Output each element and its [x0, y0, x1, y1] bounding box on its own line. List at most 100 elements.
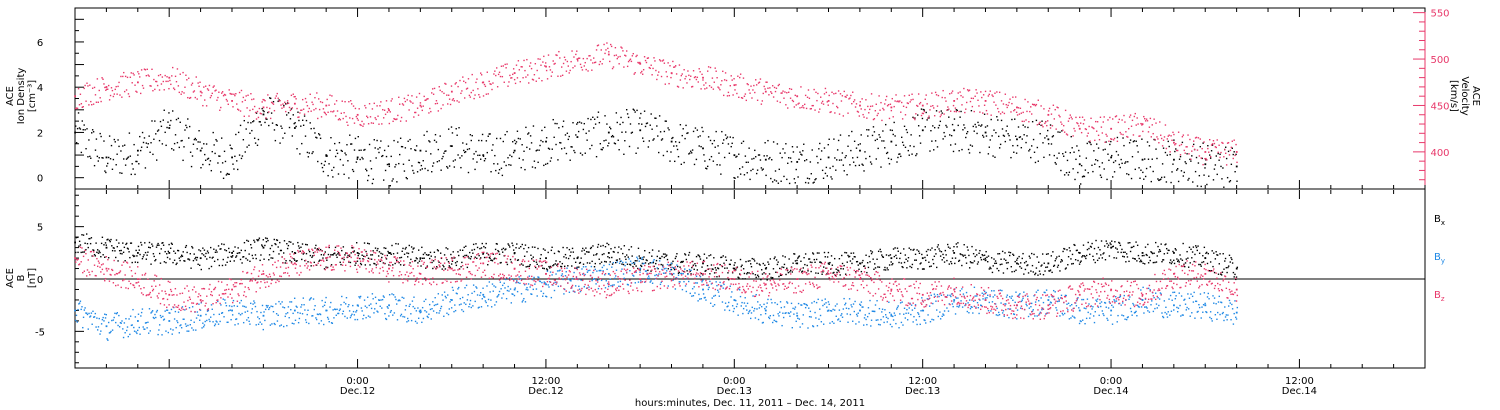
bx-series-point — [385, 247, 387, 250]
ion-density-series-point — [392, 178, 394, 180]
velocity-series-point — [568, 72, 570, 74]
ion-density-series-point — [163, 109, 165, 111]
bx-series-point — [272, 250, 275, 253]
velocity-series-point — [1179, 154, 1182, 156]
bx-series-point — [469, 258, 472, 260]
velocity-series-point — [1170, 135, 1172, 137]
velocity-series-point — [343, 112, 345, 114]
velocity-series-point — [472, 89, 474, 92]
by-series-point — [78, 302, 81, 304]
bx-series-point — [332, 254, 334, 256]
velocity-series-point — [352, 105, 355, 107]
bx-series-point — [989, 266, 991, 269]
ion-density-series-point — [971, 145, 974, 147]
ion-density-series-point — [580, 122, 583, 124]
ion-density-series-point — [237, 168, 239, 171]
bx-series-point — [366, 254, 368, 257]
velocity-series-point — [737, 75, 739, 77]
bx-series-point — [278, 253, 280, 255]
ion-density-series-point — [417, 161, 420, 164]
bx-series-point — [487, 254, 490, 256]
bx-series-point — [937, 244, 939, 246]
ion-density-series-point — [305, 119, 308, 122]
bx-series-point — [93, 253, 96, 256]
ion-density-series-point — [277, 100, 279, 103]
by-series-point — [322, 305, 324, 308]
ion-density-series-point — [393, 139, 395, 142]
bx-series-point — [953, 245, 955, 248]
by-series-point — [549, 280, 551, 283]
bx-series-point — [956, 246, 958, 248]
bx-series-point — [1210, 269, 1213, 272]
bx-series-point — [948, 263, 950, 265]
ion-density-series-point — [958, 150, 960, 152]
ion-density-series-point — [1176, 169, 1178, 171]
ion-density-series-point — [622, 121, 624, 124]
velocity-series-point — [228, 89, 230, 91]
bx-series-point — [1220, 274, 1223, 276]
bx-series-point — [698, 254, 700, 257]
bx-series-point — [1047, 253, 1049, 255]
velocity-series-point — [684, 78, 686, 80]
bx-series-point — [815, 258, 818, 261]
by-series-point — [612, 261, 615, 264]
ion-density-series-point — [203, 143, 205, 145]
velocity-series-point — [77, 88, 80, 90]
velocity-series-point — [1051, 125, 1054, 127]
bx-series-point — [642, 258, 644, 261]
velocity-series-point — [485, 93, 488, 95]
bx-series-point — [501, 251, 504, 253]
ion-density-series-point — [567, 138, 569, 141]
bx-series-anchor — [764, 267, 767, 270]
ion-density-series-point — [509, 154, 511, 156]
bx-series-point — [706, 264, 709, 267]
ion-density-series-point — [507, 157, 509, 159]
bx-series-point — [720, 256, 722, 259]
bx-series-point — [215, 249, 217, 251]
by-series-point — [174, 310, 177, 313]
bx-series-point — [902, 266, 904, 269]
bx-series-point — [186, 251, 188, 254]
bx-series-point — [461, 261, 463, 264]
velocity-series-point — [221, 91, 224, 93]
by-series-point — [145, 321, 148, 324]
ion-density-series-point — [1105, 141, 1107, 143]
ion-density-series-point — [1049, 124, 1052, 126]
bx-series-point — [441, 268, 443, 270]
by-series-point — [260, 311, 262, 314]
bx-series-point — [78, 240, 81, 243]
ion-density-series-point — [499, 137, 502, 140]
bx-series-point — [521, 243, 523, 246]
ion-density-series-point — [178, 146, 180, 149]
ion-density-series-point — [208, 163, 211, 166]
ion-density-series-point — [675, 145, 678, 147]
velocity-series-point — [638, 62, 640, 64]
ion-density-series-point — [1094, 163, 1096, 165]
by-series-point — [342, 310, 345, 313]
by-series-point — [210, 304, 213, 306]
velocity-series-point — [753, 84, 755, 87]
by-series-point — [107, 321, 110, 324]
bx-series-point — [1118, 242, 1121, 244]
velocity-series-point — [761, 100, 764, 102]
velocity-series-point — [153, 78, 155, 81]
bx-series-point — [224, 264, 227, 266]
bx-series-point — [434, 256, 436, 258]
ion-density-series-point — [917, 125, 920, 127]
ion-density-series-point — [759, 159, 762, 161]
by-series-point — [299, 312, 301, 314]
bx-series-point — [1000, 258, 1002, 260]
ion-density-series-point — [613, 142, 616, 144]
ion-density-series-point — [1083, 175, 1086, 178]
bx-series-point — [1174, 248, 1177, 250]
bx-series-point — [185, 244, 188, 247]
ion-density-series-point — [1217, 152, 1219, 155]
ion-density-series-point — [982, 134, 984, 137]
velocity-series-point — [1145, 118, 1148, 120]
velocity-series-point — [166, 76, 168, 78]
bx-series-point — [417, 249, 420, 251]
bx-series-point — [1199, 263, 1202, 266]
velocity-series-point — [1108, 140, 1110, 142]
bx-series-point — [146, 254, 148, 256]
bx-series-point — [403, 264, 405, 266]
